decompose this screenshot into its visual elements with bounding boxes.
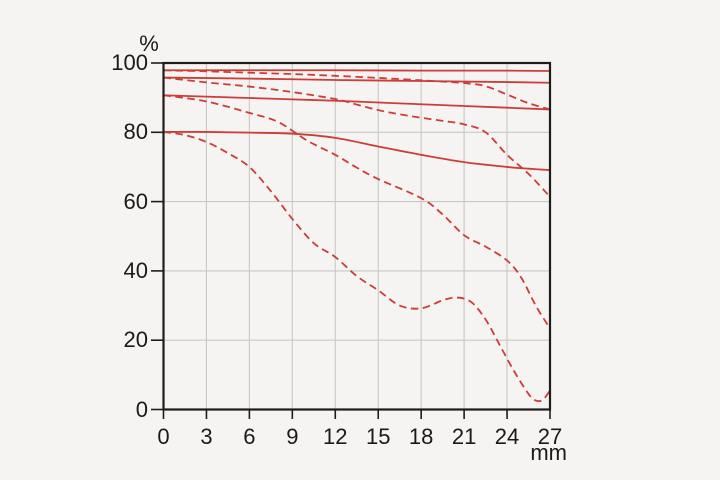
mtf-curve-solid-3 xyxy=(163,94,551,111)
x-tick-label: 18 xyxy=(408,424,434,449)
x-tick-label: 9 xyxy=(286,424,299,449)
y-tick-label: 20 xyxy=(123,327,148,353)
mtf-curve-dashed-3 xyxy=(163,94,551,329)
mtf-curve-solid-2 xyxy=(163,76,551,84)
y-tick-label: 80 xyxy=(123,119,148,145)
mtf-curve-dashed-4 xyxy=(163,131,551,403)
y-tick-label: 100 xyxy=(111,50,148,75)
x-tick-label: 27 xyxy=(537,424,563,449)
x-tick-label: 0 xyxy=(157,424,170,449)
mtf-curve-dashed-2 xyxy=(163,76,551,198)
x-tick-label: 21 xyxy=(451,424,477,449)
x-tick-label: 12 xyxy=(323,424,348,449)
y-tick-label: 60 xyxy=(123,188,148,214)
x-tick-label: 3 xyxy=(200,424,213,449)
mtf-curve-solid-1 xyxy=(163,69,551,72)
y-axis-unit-label: % xyxy=(139,31,159,56)
mtf-curve-solid-4 xyxy=(163,131,551,171)
x-tick-label: 24 xyxy=(494,424,520,449)
y-tick-label: 40 xyxy=(123,257,148,283)
x-axis-unit-label: mm xyxy=(530,440,567,465)
plot-frame xyxy=(162,61,552,411)
x-tick-label: 15 xyxy=(365,424,391,449)
x-tick-label: 6 xyxy=(243,424,256,449)
y-tick-label: 0 xyxy=(135,396,148,422)
mtf-curve-dashed-1 xyxy=(163,69,551,111)
